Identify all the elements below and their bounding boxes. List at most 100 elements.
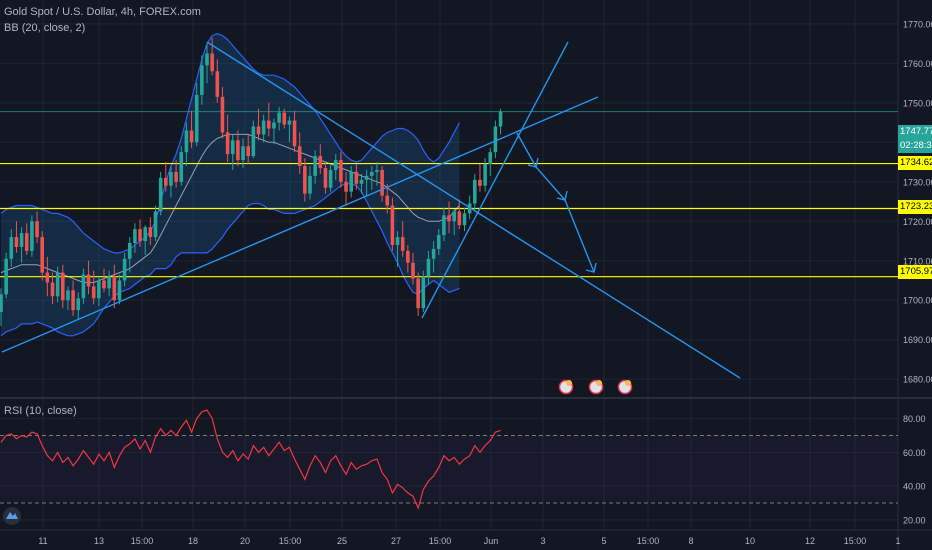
candle <box>287 116 292 143</box>
candle-body <box>272 122 276 129</box>
projection-arrow-2 <box>556 190 568 201</box>
rsi-band-fill <box>0 435 898 503</box>
candle-body <box>333 160 338 170</box>
candle-body <box>426 258 431 277</box>
candle <box>370 165 374 190</box>
candle <box>447 201 451 234</box>
price-tick-label: 1680.00 <box>903 375 932 385</box>
candle <box>339 152 343 188</box>
candle <box>102 268 106 293</box>
candle-body <box>215 71 220 97</box>
candle <box>225 114 230 163</box>
candle <box>0 288 3 326</box>
time-tick-label: 15:00 <box>844 536 867 546</box>
candle <box>297 132 302 174</box>
candle-body <box>328 169 333 188</box>
rsi-indicator-title[interactable]: RSI (10, close) <box>4 405 77 417</box>
candle <box>194 83 199 147</box>
candle <box>277 106 281 131</box>
candle-body <box>86 274 91 287</box>
candle-body <box>457 211 462 226</box>
candle <box>14 221 19 253</box>
candle-body <box>205 53 209 66</box>
candle-body <box>277 112 281 123</box>
candle <box>174 160 178 188</box>
logo-mark <box>6 512 18 519</box>
candle-body <box>4 258 8 295</box>
tradingview-logo-icon[interactable] <box>3 507 21 525</box>
candle-body <box>66 290 70 301</box>
candle <box>328 164 333 192</box>
candle <box>385 183 390 214</box>
candle-body <box>55 272 60 297</box>
candle-body <box>184 130 189 153</box>
time-tick-label: 15:00 <box>429 536 452 546</box>
bb-indicator-title[interactable]: BB (20, close, 2) <box>4 22 86 34</box>
price-tick-label: 1730.00 <box>903 177 932 187</box>
candle-body <box>19 233 24 247</box>
candle-body <box>442 215 446 236</box>
candle-body <box>462 213 467 226</box>
candle-body <box>107 276 111 289</box>
candle <box>442 207 446 242</box>
candle <box>158 171 163 216</box>
candle <box>436 229 441 255</box>
trend-drawings[interactable] <box>1 41 741 379</box>
candle <box>333 154 338 180</box>
bollinger-upper-line <box>0 33 460 254</box>
candle <box>493 120 498 159</box>
projection-arrow-1 <box>527 157 539 168</box>
candle-body <box>241 146 245 161</box>
candle-body <box>200 65 204 95</box>
candle-body <box>318 156 323 168</box>
time-tick-label: 5 <box>601 536 606 546</box>
time-tick-label: 13 <box>94 536 104 546</box>
candle <box>241 138 245 168</box>
candle <box>97 276 101 307</box>
candle-body <box>400 237 405 251</box>
candle <box>416 272 420 317</box>
candle-body <box>91 286 96 299</box>
candle <box>122 252 127 287</box>
candle <box>431 241 436 273</box>
candle <box>359 173 364 194</box>
candle-body <box>431 248 436 259</box>
candle-body <box>308 175 312 194</box>
candle-body <box>287 120 292 125</box>
candle <box>179 146 184 186</box>
candle-body <box>45 272 50 283</box>
candle <box>133 223 137 253</box>
candle-body <box>24 233 29 251</box>
candle <box>107 270 111 297</box>
candle <box>380 165 384 202</box>
candle <box>256 108 261 141</box>
candle-body <box>406 250 410 263</box>
candle <box>473 173 477 210</box>
symbol-title[interactable]: Gold Spot / U.S. Dollar, 4h, FOREX.com <box>4 6 201 18</box>
candle-body <box>478 179 482 186</box>
candle-body <box>225 132 230 155</box>
ascending-trendline <box>1 96 599 353</box>
candle-body <box>236 140 240 161</box>
candle <box>9 229 14 267</box>
candle <box>318 144 323 174</box>
candle-body <box>344 181 348 192</box>
candle <box>400 221 405 257</box>
projection-path <box>516 132 595 273</box>
candle-body <box>421 276 426 309</box>
candle-body <box>380 169 384 196</box>
candle <box>406 244 410 273</box>
candle <box>61 264 65 309</box>
candle <box>421 270 426 313</box>
candle-body <box>117 280 122 301</box>
candle-body <box>467 203 472 214</box>
price-tick-label: 1710.00 <box>903 256 932 266</box>
axes: 1680.00 1690.00 1700.00 1710.00 1720.00 1730.… <box>38 19 932 546</box>
time-tick-label: 20 <box>240 536 250 546</box>
candle-body <box>297 146 302 166</box>
candle <box>24 223 29 255</box>
candle <box>66 286 70 311</box>
candle <box>153 205 158 242</box>
candle <box>375 162 379 186</box>
